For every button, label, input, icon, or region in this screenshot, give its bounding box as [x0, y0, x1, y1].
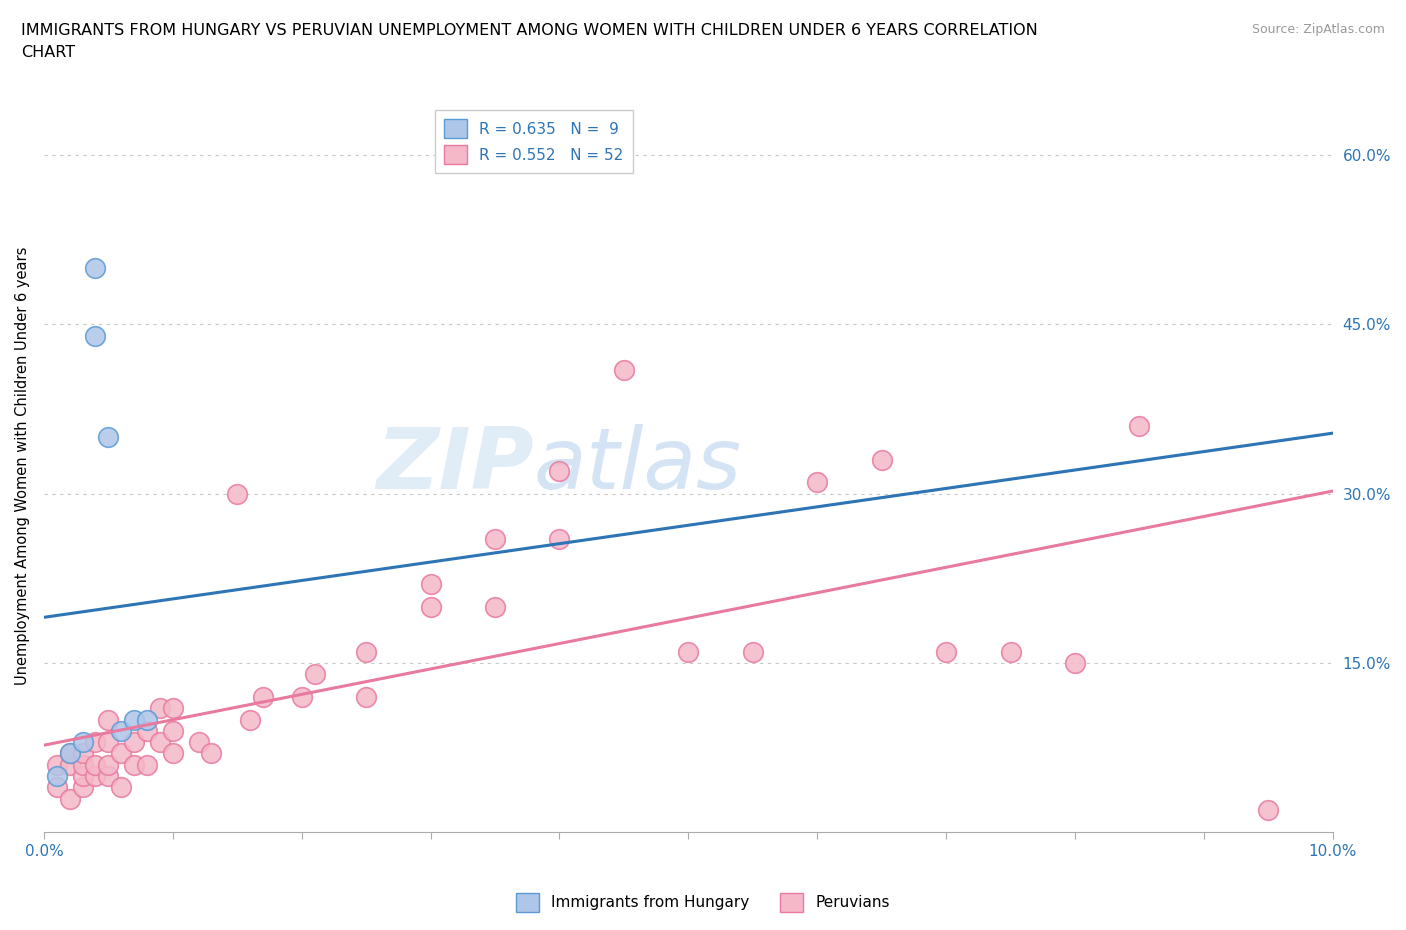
Point [84, 328, 107, 343]
Point [97, 712, 120, 727]
Point [149, 701, 172, 716]
Point [187, 735, 209, 750]
Point [162, 746, 184, 761]
Point [110, 779, 132, 794]
Point [59, 746, 82, 761]
Point [97, 430, 120, 445]
Text: Source: ZipAtlas.com: Source: ZipAtlas.com [1251, 23, 1385, 36]
Point [935, 644, 957, 659]
Point [1128, 418, 1150, 433]
Point [678, 644, 700, 659]
Point [45, 779, 67, 794]
Point [59, 746, 82, 761]
Point [354, 644, 377, 659]
Text: atlas: atlas [534, 424, 742, 507]
Text: IMMIGRANTS FROM HUNGARY VS PERUVIAN UNEMPLOYMENT AMONG WOMEN WITH CHILDREN UNDER: IMMIGRANTS FROM HUNGARY VS PERUVIAN UNEM… [21, 23, 1038, 60]
Point [110, 746, 132, 761]
Point [226, 486, 249, 501]
Point [122, 757, 145, 772]
Point [304, 667, 326, 682]
Point [239, 712, 262, 727]
Point [72, 757, 94, 772]
Point [548, 531, 571, 546]
Point [72, 779, 94, 794]
Point [110, 724, 132, 738]
Point [45, 768, 67, 783]
Point [291, 689, 314, 704]
Point [1064, 656, 1087, 671]
Point [548, 464, 571, 479]
Point [136, 712, 159, 727]
Point [72, 746, 94, 761]
Point [354, 689, 377, 704]
Point [806, 475, 828, 490]
Point [162, 724, 184, 738]
Point [1000, 644, 1022, 659]
Point [45, 757, 67, 772]
Point [252, 689, 274, 704]
Point [613, 362, 636, 377]
Point [84, 260, 107, 275]
Point [84, 757, 107, 772]
Legend: R = 0.635   N =  9, R = 0.552   N = 52: R = 0.635 N = 9, R = 0.552 N = 52 [434, 110, 633, 173]
Text: ZIP: ZIP [375, 424, 534, 507]
Point [84, 768, 107, 783]
Point [870, 453, 893, 468]
Point [419, 577, 441, 591]
Point [72, 768, 94, 783]
Point [162, 701, 184, 716]
Point [419, 599, 441, 614]
Point [122, 735, 145, 750]
Point [97, 735, 120, 750]
Point [149, 735, 172, 750]
Point [484, 531, 506, 546]
Point [122, 712, 145, 727]
Point [741, 644, 763, 659]
Point [72, 735, 94, 750]
Legend: Immigrants from Hungary, Peruvians: Immigrants from Hungary, Peruvians [510, 887, 896, 918]
Point [59, 757, 82, 772]
Point [97, 757, 120, 772]
Point [200, 746, 222, 761]
Point [59, 791, 82, 806]
Point [484, 599, 506, 614]
Point [97, 768, 120, 783]
Y-axis label: Unemployment Among Women with Children Under 6 years: Unemployment Among Women with Children U… [15, 246, 30, 684]
Point [136, 724, 159, 738]
Point [136, 757, 159, 772]
Point [1257, 803, 1279, 817]
Point [84, 735, 107, 750]
